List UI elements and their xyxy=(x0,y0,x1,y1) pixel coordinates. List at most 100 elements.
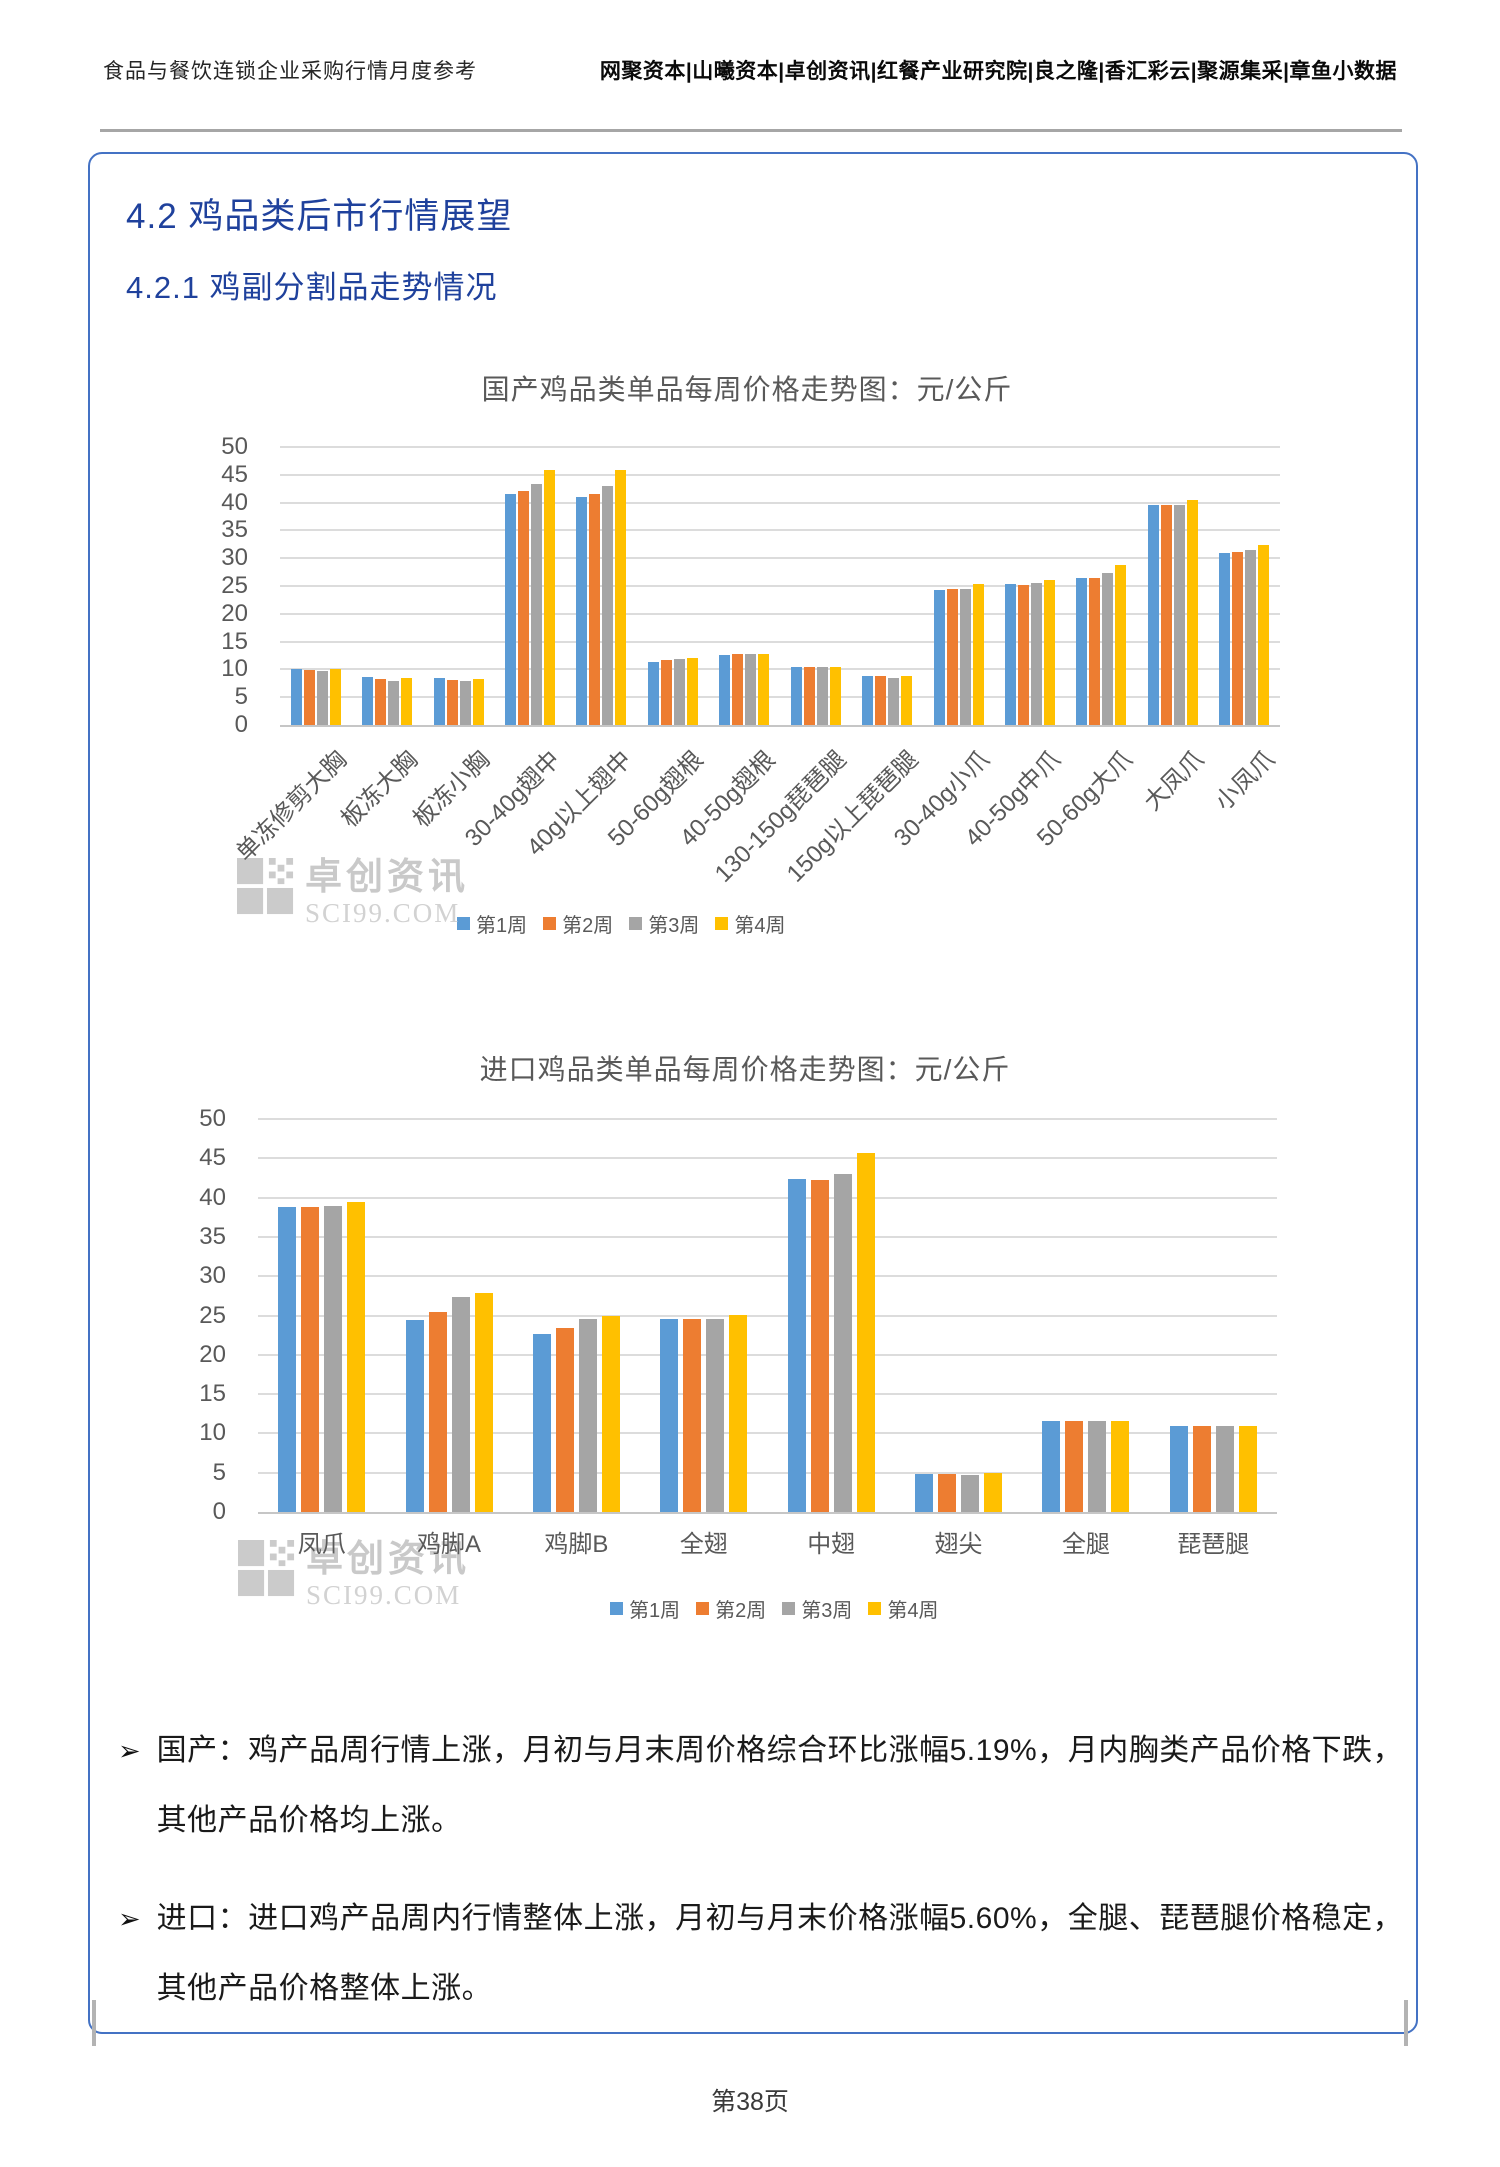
watermark-text: 卓创资讯 SCI99.COM xyxy=(306,1540,470,1611)
bar xyxy=(1017,585,1029,725)
bar xyxy=(316,670,328,725)
bar xyxy=(972,584,984,725)
legend-swatch xyxy=(543,917,557,930)
watermark-domain: SCI99.COM xyxy=(305,898,461,928)
legend-item: 第2周 xyxy=(543,909,613,938)
gridline xyxy=(258,1353,1277,1356)
bar xyxy=(1102,572,1114,725)
bar xyxy=(875,676,887,725)
bar xyxy=(532,1334,551,1512)
y-axis-label: 50 xyxy=(221,433,248,460)
plot-area xyxy=(258,1118,1277,1514)
gridline xyxy=(258,1235,1277,1238)
bar-group xyxy=(385,1119,512,1512)
y-axis-label: 0 xyxy=(234,711,248,738)
bar xyxy=(1186,499,1198,725)
bar xyxy=(324,1206,343,1512)
bar xyxy=(303,669,315,725)
legend-item: 第4周 xyxy=(715,909,786,938)
y-axis-label: 35 xyxy=(221,516,248,544)
chart-legend: 第1周 第2周 第3周 第4周 xyxy=(457,909,786,938)
bar xyxy=(660,1318,679,1512)
bar xyxy=(901,675,913,725)
legend-swatch xyxy=(715,917,729,930)
bar xyxy=(474,1292,493,1512)
gridline xyxy=(280,446,1280,448)
bar xyxy=(790,667,802,725)
bar xyxy=(1089,578,1101,725)
bar xyxy=(961,1475,980,1512)
bar xyxy=(888,677,900,725)
bar xyxy=(1258,544,1270,725)
doc-title: 食品与餐饮连锁企业采购行情月度参考 xyxy=(103,60,477,83)
bar xyxy=(833,1174,852,1512)
gridline xyxy=(258,1471,1277,1474)
x-axis-label: 中翅 xyxy=(807,1531,856,1558)
bar-group xyxy=(637,447,708,725)
y-axis-label: 30 xyxy=(199,1262,226,1290)
bar xyxy=(602,485,614,725)
bar-group xyxy=(280,447,351,725)
bottom-right-corner-mark xyxy=(1404,2000,1408,2046)
bar xyxy=(278,1207,297,1512)
legend-label: 第1周 xyxy=(629,1600,681,1622)
bar xyxy=(1215,1425,1234,1512)
bar xyxy=(576,497,588,725)
chart-title: 进口鸡品类单品每周价格走势图：元/公斤 xyxy=(479,1054,1011,1085)
x-axis-label: 鸡脚B xyxy=(544,1531,609,1558)
bullet-text: 进口：进口鸡产品周内行情整体上涨，月初与月末价格涨幅5.60%，全腿、琵琶腿价格… xyxy=(156,1902,1404,2005)
legend-item: 第4周 xyxy=(868,1594,939,1623)
bar xyxy=(1043,579,1055,725)
bottom-left-corner-mark xyxy=(92,2000,96,2046)
bar xyxy=(1147,504,1159,725)
page-number: 第38页 xyxy=(711,2088,789,2116)
bar xyxy=(1004,584,1016,725)
sci99-logo-icon xyxy=(237,858,294,915)
sci99-logo-icon xyxy=(238,1540,295,1597)
bar xyxy=(428,1311,447,1512)
bar xyxy=(1238,1425,1257,1512)
summary-bullets: ➢ 国产：鸡产品周行情上涨，月初与月末周价格综合环比涨幅5.19%，月内胸类产品… xyxy=(118,1716,1410,2052)
y-axis-label: 30 xyxy=(221,544,248,572)
bar xyxy=(706,1318,725,1512)
bar xyxy=(530,484,542,725)
gridline xyxy=(280,612,1280,615)
y-axis-label: 50 xyxy=(199,1105,226,1132)
bar-group xyxy=(709,447,780,725)
bar xyxy=(787,1178,806,1512)
x-axis-label: 大凤爪 xyxy=(1138,745,1209,816)
x-axis-label: 单冻修剪大胸 xyxy=(230,745,352,867)
content-frame xyxy=(88,152,1418,2034)
bullet-domestic: ➢ 国产：鸡产品周行情上涨，月初与月末周价格综合环比涨幅5.19%，月内胸类产品… xyxy=(118,1716,1410,1856)
header-divider xyxy=(100,129,1402,132)
bar xyxy=(1076,577,1088,725)
bar xyxy=(1173,504,1185,725)
bar xyxy=(615,470,627,725)
legend-label: 第3周 xyxy=(801,1600,853,1622)
bar xyxy=(301,1207,320,1512)
y-axis-label: 40 xyxy=(199,1183,226,1211)
chart-title: 国产鸡品类单品每周价格走势图：元/公斤 xyxy=(481,374,1013,405)
bar-group xyxy=(1066,447,1137,725)
legend-label: 第1周 xyxy=(476,915,528,937)
bar xyxy=(816,667,828,725)
y-axis-label: 20 xyxy=(199,1340,226,1368)
bar-group xyxy=(566,447,637,725)
bar xyxy=(405,1320,424,1512)
arrow-bullet-icon: ➢ xyxy=(118,1904,141,1934)
bar-group xyxy=(258,1119,385,1512)
bar-group xyxy=(351,447,422,725)
bar-group xyxy=(1137,447,1208,725)
chart-legend: 第1周 第2周 第3周 第4周 xyxy=(610,1594,939,1623)
bar-group xyxy=(1209,447,1280,725)
bar xyxy=(1245,550,1257,725)
brand-list: 网聚资本|山曦资本|卓创资讯|红餐产业研究院|良之隆|香汇彩云|聚源集采|章鱼小… xyxy=(599,60,1397,83)
section-title: 4.2 鸡品类后市行情展望 xyxy=(126,197,513,236)
gridline xyxy=(280,473,1280,476)
bar-group xyxy=(423,447,494,725)
legend-label: 第4周 xyxy=(887,1600,939,1622)
bar xyxy=(347,1202,366,1512)
legend-swatch xyxy=(457,917,470,930)
legend-item: 第2周 xyxy=(696,1594,766,1623)
gridline xyxy=(258,1314,1277,1317)
